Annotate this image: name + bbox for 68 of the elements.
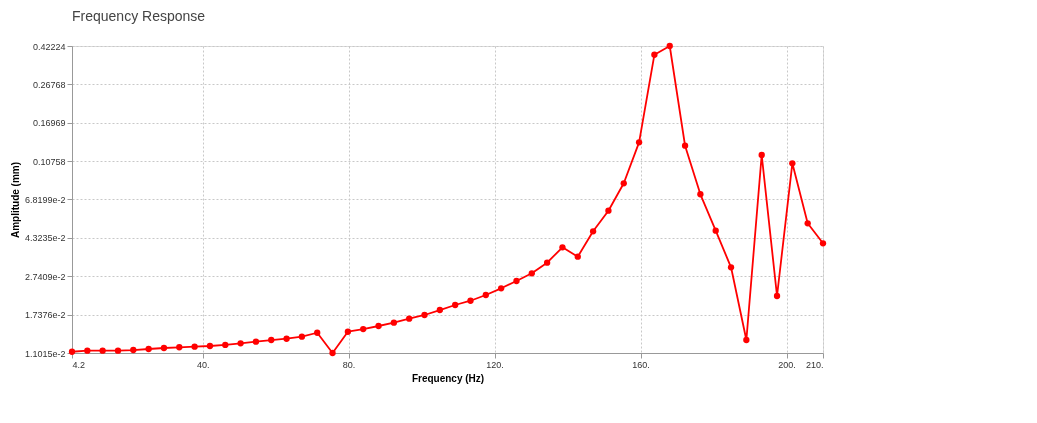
point: [222, 341, 229, 349]
point: [406, 315, 413, 322]
x-tick-label: 4.2: [72, 359, 86, 370]
point: [789, 160, 796, 167]
point: [421, 311, 428, 319]
y-tick-label: 4.3235e-2: [24, 233, 66, 244]
point: [84, 347, 91, 354]
point: [681, 142, 689, 149]
point: [620, 180, 627, 187]
point: [743, 336, 750, 344]
point: [497, 285, 505, 292]
point: [819, 240, 827, 247]
point: [329, 349, 336, 357]
point: [758, 151, 765, 159]
point: [804, 220, 811, 227]
point: [697, 191, 704, 198]
point: [206, 342, 214, 350]
point: [467, 297, 474, 304]
y-tick-label: 0.42224: [32, 41, 66, 52]
point: [635, 139, 643, 146]
x-tick-label: 160.: [632, 359, 650, 370]
point: [528, 270, 535, 277]
point: [452, 301, 459, 309]
x-tick-label: 200.: [778, 359, 796, 370]
y-axis-title: Amplitude (mm): [9, 161, 21, 239]
point: [114, 347, 122, 354]
y-tick-label: 1.7376e-2: [24, 310, 66, 321]
point: [666, 42, 673, 50]
point: [513, 277, 520, 285]
chart-title: Frequency Response: [72, 8, 206, 24]
point: [130, 346, 137, 354]
point: [99, 347, 106, 354]
x-tick-label: 40.: [196, 359, 210, 370]
y-tick-label: 0.10758: [32, 156, 66, 167]
point: [482, 291, 489, 299]
point: [283, 335, 290, 342]
point: [712, 227, 719, 234]
x-tick-label: 210.: [805, 359, 824, 370]
y-tick-label: 1.1015e-2: [24, 348, 66, 359]
point: [727, 264, 735, 271]
x-axis-title: Frequency (Hz): [411, 372, 485, 384]
point: [543, 259, 551, 266]
point: [191, 343, 198, 350]
point: [176, 344, 183, 351]
point: [773, 292, 781, 300]
point: [559, 244, 566, 251]
point: [160, 344, 168, 352]
point: [360, 325, 367, 333]
point: [314, 329, 321, 336]
point: [605, 207, 612, 214]
point: [390, 319, 398, 326]
point: [237, 340, 244, 347]
y-tick-label: 0.16969: [32, 118, 66, 129]
point: [344, 328, 352, 335]
point: [651, 51, 658, 58]
x-tick-label: 120.: [486, 359, 504, 370]
y-tick-label: 6.8199e-2: [24, 195, 66, 205]
point: [252, 338, 260, 345]
point: [145, 345, 152, 353]
point: [268, 336, 275, 344]
point: [298, 333, 306, 340]
point: [589, 228, 597, 235]
point: [574, 253, 581, 260]
x-tick-label: 80.: [342, 359, 356, 370]
y-tick-label: 0.26768: [32, 79, 66, 90]
point: [375, 322, 382, 330]
point: [436, 306, 443, 314]
y-tick-label: 2.7409e-2: [24, 271, 66, 282]
